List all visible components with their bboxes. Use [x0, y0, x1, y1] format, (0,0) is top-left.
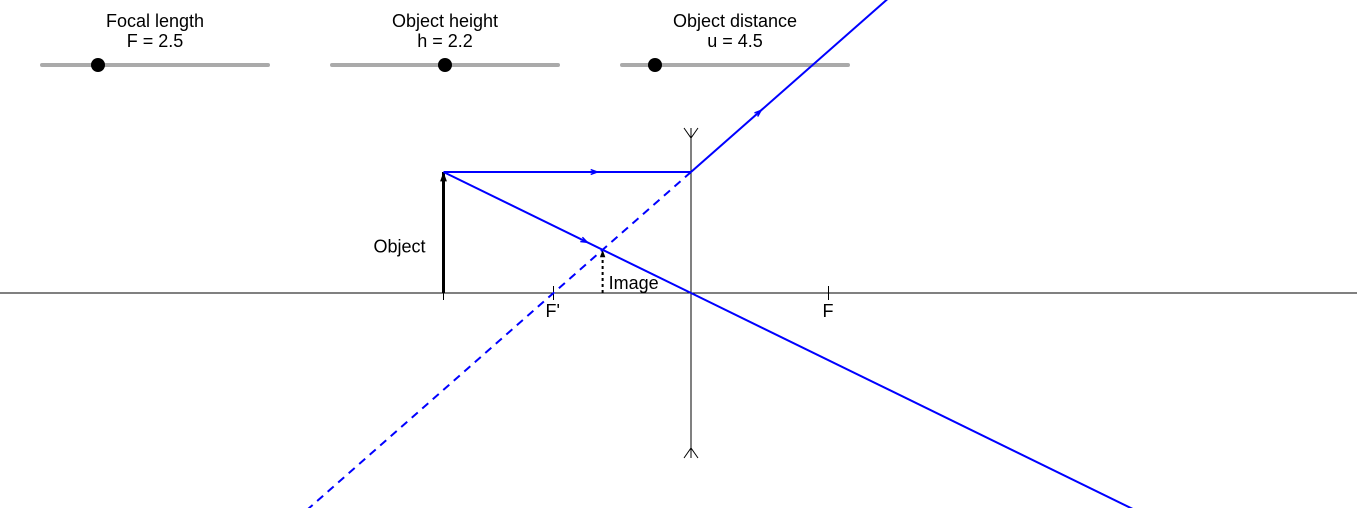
ray-parallel-refracted — [691, 0, 1357, 172]
ray-center-incident — [444, 172, 692, 293]
focal-label-f: F — [823, 301, 834, 321]
ray-diagram: F F' Object Image — [0, 0, 1357, 508]
ray-parallel-virtual — [0, 172, 691, 508]
image-label: Image — [609, 273, 659, 293]
object-label: Object — [374, 237, 426, 257]
focal-label-fprime: F' — [546, 301, 560, 321]
ray-center-continued — [691, 293, 1357, 508]
